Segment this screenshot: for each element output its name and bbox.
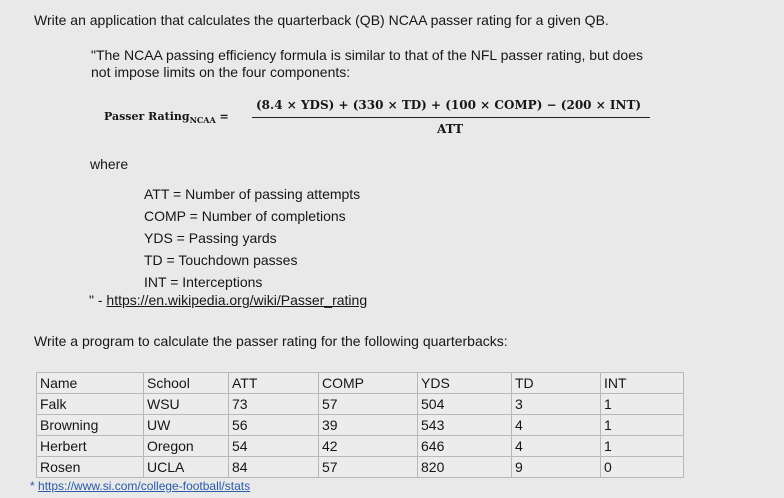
cell-td: 9 xyxy=(511,456,601,478)
header-int: INT xyxy=(600,372,684,394)
cell-yds: 646 xyxy=(417,435,512,457)
cell-yds: 543 xyxy=(417,414,512,436)
stats-source: * https://www.si.com/college-football/st… xyxy=(30,479,250,493)
where-label: where xyxy=(90,156,129,172)
cell-name: Rosen xyxy=(36,456,144,478)
table-row: Rosen UCLA 84 57 820 9 0 xyxy=(36,456,684,478)
header-td: TD xyxy=(511,372,601,394)
source-prefix: * xyxy=(30,479,39,493)
table-header-row: Name School ATT COMP YDS TD INT xyxy=(36,372,684,394)
definitions-list: ATT = Number of passing attempts COMP = … xyxy=(144,183,360,293)
cell-school: WSU xyxy=(143,393,229,415)
cell-int: 1 xyxy=(600,414,684,436)
definition-td: TD = Touchdown passes xyxy=(144,252,298,268)
cell-comp: 57 xyxy=(318,456,418,478)
assignment-title: Write an application that calculates the… xyxy=(34,12,609,28)
cell-td: 4 xyxy=(511,414,601,436)
program-prompt: Write a program to calculate the passer … xyxy=(34,333,508,349)
cell-yds: 504 xyxy=(417,393,512,415)
cell-att: 73 xyxy=(228,393,319,415)
header-yds: YDS xyxy=(417,372,512,394)
cell-yds: 820 xyxy=(417,456,512,478)
formula-label: Passer RatingNCAA = xyxy=(104,110,229,125)
source-link[interactable]: https://www.si.com/college-football/stat… xyxy=(38,479,251,493)
formula-equals: = xyxy=(219,110,229,123)
cell-att: 54 xyxy=(228,435,319,457)
quote-block: "The NCAA passing efficiency formula is … xyxy=(91,47,643,81)
definition-comp: COMP = Number of completions xyxy=(144,208,346,224)
cell-name: Falk xyxy=(36,393,144,415)
formula-denominator: ATT xyxy=(437,122,464,136)
quote-line: "The NCAA passing efficiency formula is … xyxy=(91,47,644,63)
definition-yds: YDS = Passing yards xyxy=(144,230,277,246)
cell-school: UW xyxy=(143,414,229,436)
cell-att: 84 xyxy=(228,456,319,478)
quote-line: not impose limits on the four components… xyxy=(91,64,351,80)
cell-int: 1 xyxy=(600,393,684,415)
citation-link[interactable]: https://en.wikipedia.org/wiki/Passer_rat… xyxy=(106,292,368,308)
cell-comp: 39 xyxy=(318,414,418,436)
cell-comp: 42 xyxy=(318,435,418,457)
quarterback-table: Name School ATT COMP YDS TD INT Falk WSU… xyxy=(36,372,684,478)
header-name: Name xyxy=(36,372,144,394)
formula-label-text: Passer Rating xyxy=(104,110,190,123)
formula-label-subscript: NCAA xyxy=(189,115,216,126)
header-att: ATT xyxy=(228,372,319,394)
formula-numerator: (8.4 × YDS) + (330 × TD) + (100 × COMP) … xyxy=(256,98,642,112)
cell-name: Browning xyxy=(36,414,144,436)
header-school: School xyxy=(143,372,229,394)
citation: " - https://en.wikipedia.org/wiki/Passer… xyxy=(89,292,367,308)
header-comp: COMP xyxy=(318,372,418,394)
definition-att: ATT = Number of passing attempts xyxy=(144,186,361,202)
cell-td: 4 xyxy=(511,435,601,457)
cell-school: Oregon xyxy=(143,435,229,457)
cell-school: UCLA xyxy=(143,456,229,478)
table-row: Browning UW 56 39 543 4 1 xyxy=(36,414,684,436)
definition-int: INT = Interceptions xyxy=(144,274,263,290)
cell-name: Herbert xyxy=(36,435,144,457)
table-row: Falk WSU 73 57 504 3 1 xyxy=(36,393,684,415)
citation-prefix: " - xyxy=(89,292,107,308)
cell-int: 1 xyxy=(600,435,684,457)
cell-comp: 57 xyxy=(318,393,418,415)
cell-att: 56 xyxy=(228,414,319,436)
cell-td: 3 xyxy=(511,393,601,415)
table-row: Herbert Oregon 54 42 646 4 1 xyxy=(36,435,684,457)
cell-int: 0 xyxy=(600,456,684,478)
fraction-bar xyxy=(252,117,650,118)
